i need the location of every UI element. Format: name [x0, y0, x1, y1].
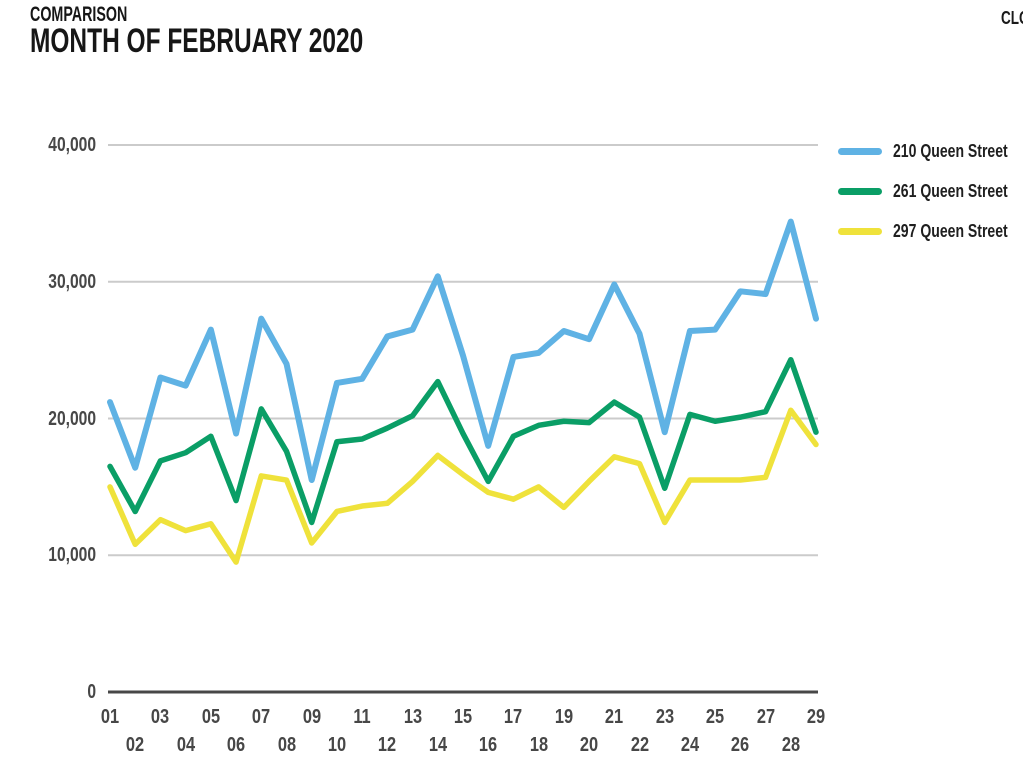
legend-label: 297 Queen Street — [893, 220, 1008, 241]
x-tick-label: 27 — [756, 706, 775, 728]
legend-label: 261 Queen Street — [893, 180, 1008, 201]
x-tick-label: 01 — [100, 706, 120, 728]
y-tick-label: 10,000 — [48, 544, 96, 567]
x-tick-label: 07 — [252, 706, 271, 728]
report-eyebrow: COMPARISON — [30, 3, 128, 26]
y-tick-label: 30,000 — [48, 270, 96, 293]
series-line-210-queen-street — [107, 218, 819, 484]
x-tick-label: 19 — [554, 706, 573, 728]
x-tick-label: 13 — [403, 706, 422, 728]
x-tick-label: 18 — [529, 734, 548, 756]
x-tick-label: 17 — [504, 706, 523, 728]
y-tick-label: 0 — [87, 681, 96, 703]
legend-swatch-blue — [838, 147, 882, 155]
x-tick-label: 08 — [277, 734, 296, 756]
x-tick-label: 26 — [731, 734, 750, 756]
legend-swatch-yellow — [838, 227, 882, 235]
page-title: MONTH OF FEBRUARY 2020 — [30, 22, 364, 60]
x-tick-label: 15 — [453, 706, 473, 728]
x-tick-label: 14 — [428, 734, 447, 756]
x-tick-label: 25 — [706, 706, 725, 728]
x-tick-label: 02 — [126, 734, 145, 756]
x-tick-label: 16 — [479, 734, 498, 756]
x-tick-label: 04 — [176, 734, 195, 756]
x-tick-label: 22 — [630, 734, 649, 756]
series-line-261-queen-street — [107, 356, 819, 526]
x-tick-label: 28 — [781, 734, 800, 756]
close-button[interactable]: CLO — [1001, 8, 1023, 28]
x-tick-label: 05 — [201, 706, 220, 728]
x-tick-label: 11 — [353, 706, 371, 728]
x-tick-label: 03 — [151, 706, 170, 728]
legend-label: 210 Queen Street — [893, 140, 1008, 161]
legend-item: 210 Queen Street — [838, 140, 1023, 162]
chart-legend: 210 Queen Street 261 Queen Street 297 Qu… — [838, 140, 1023, 260]
x-tick-label: 09 — [302, 706, 321, 728]
x-tick-label: 20 — [579, 734, 599, 756]
legend-item: 261 Queen Street — [838, 180, 1023, 202]
x-tick-label: 29 — [806, 706, 826, 728]
x-tick-label: 23 — [655, 706, 674, 728]
legend-swatch-green — [838, 187, 882, 195]
x-tick-label: 24 — [680, 734, 700, 756]
x-tick-label: 12 — [378, 734, 397, 756]
x-tick-label: 06 — [226, 734, 246, 756]
y-tick-label: 20,000 — [48, 407, 96, 430]
series-line-297-queen-street — [107, 407, 819, 565]
x-tick-label: 10 — [327, 734, 347, 756]
legend-item: 297 Queen Street — [838, 220, 1023, 242]
y-tick-label: 40,000 — [48, 134, 96, 156]
x-tick-label: 21 — [605, 706, 624, 728]
